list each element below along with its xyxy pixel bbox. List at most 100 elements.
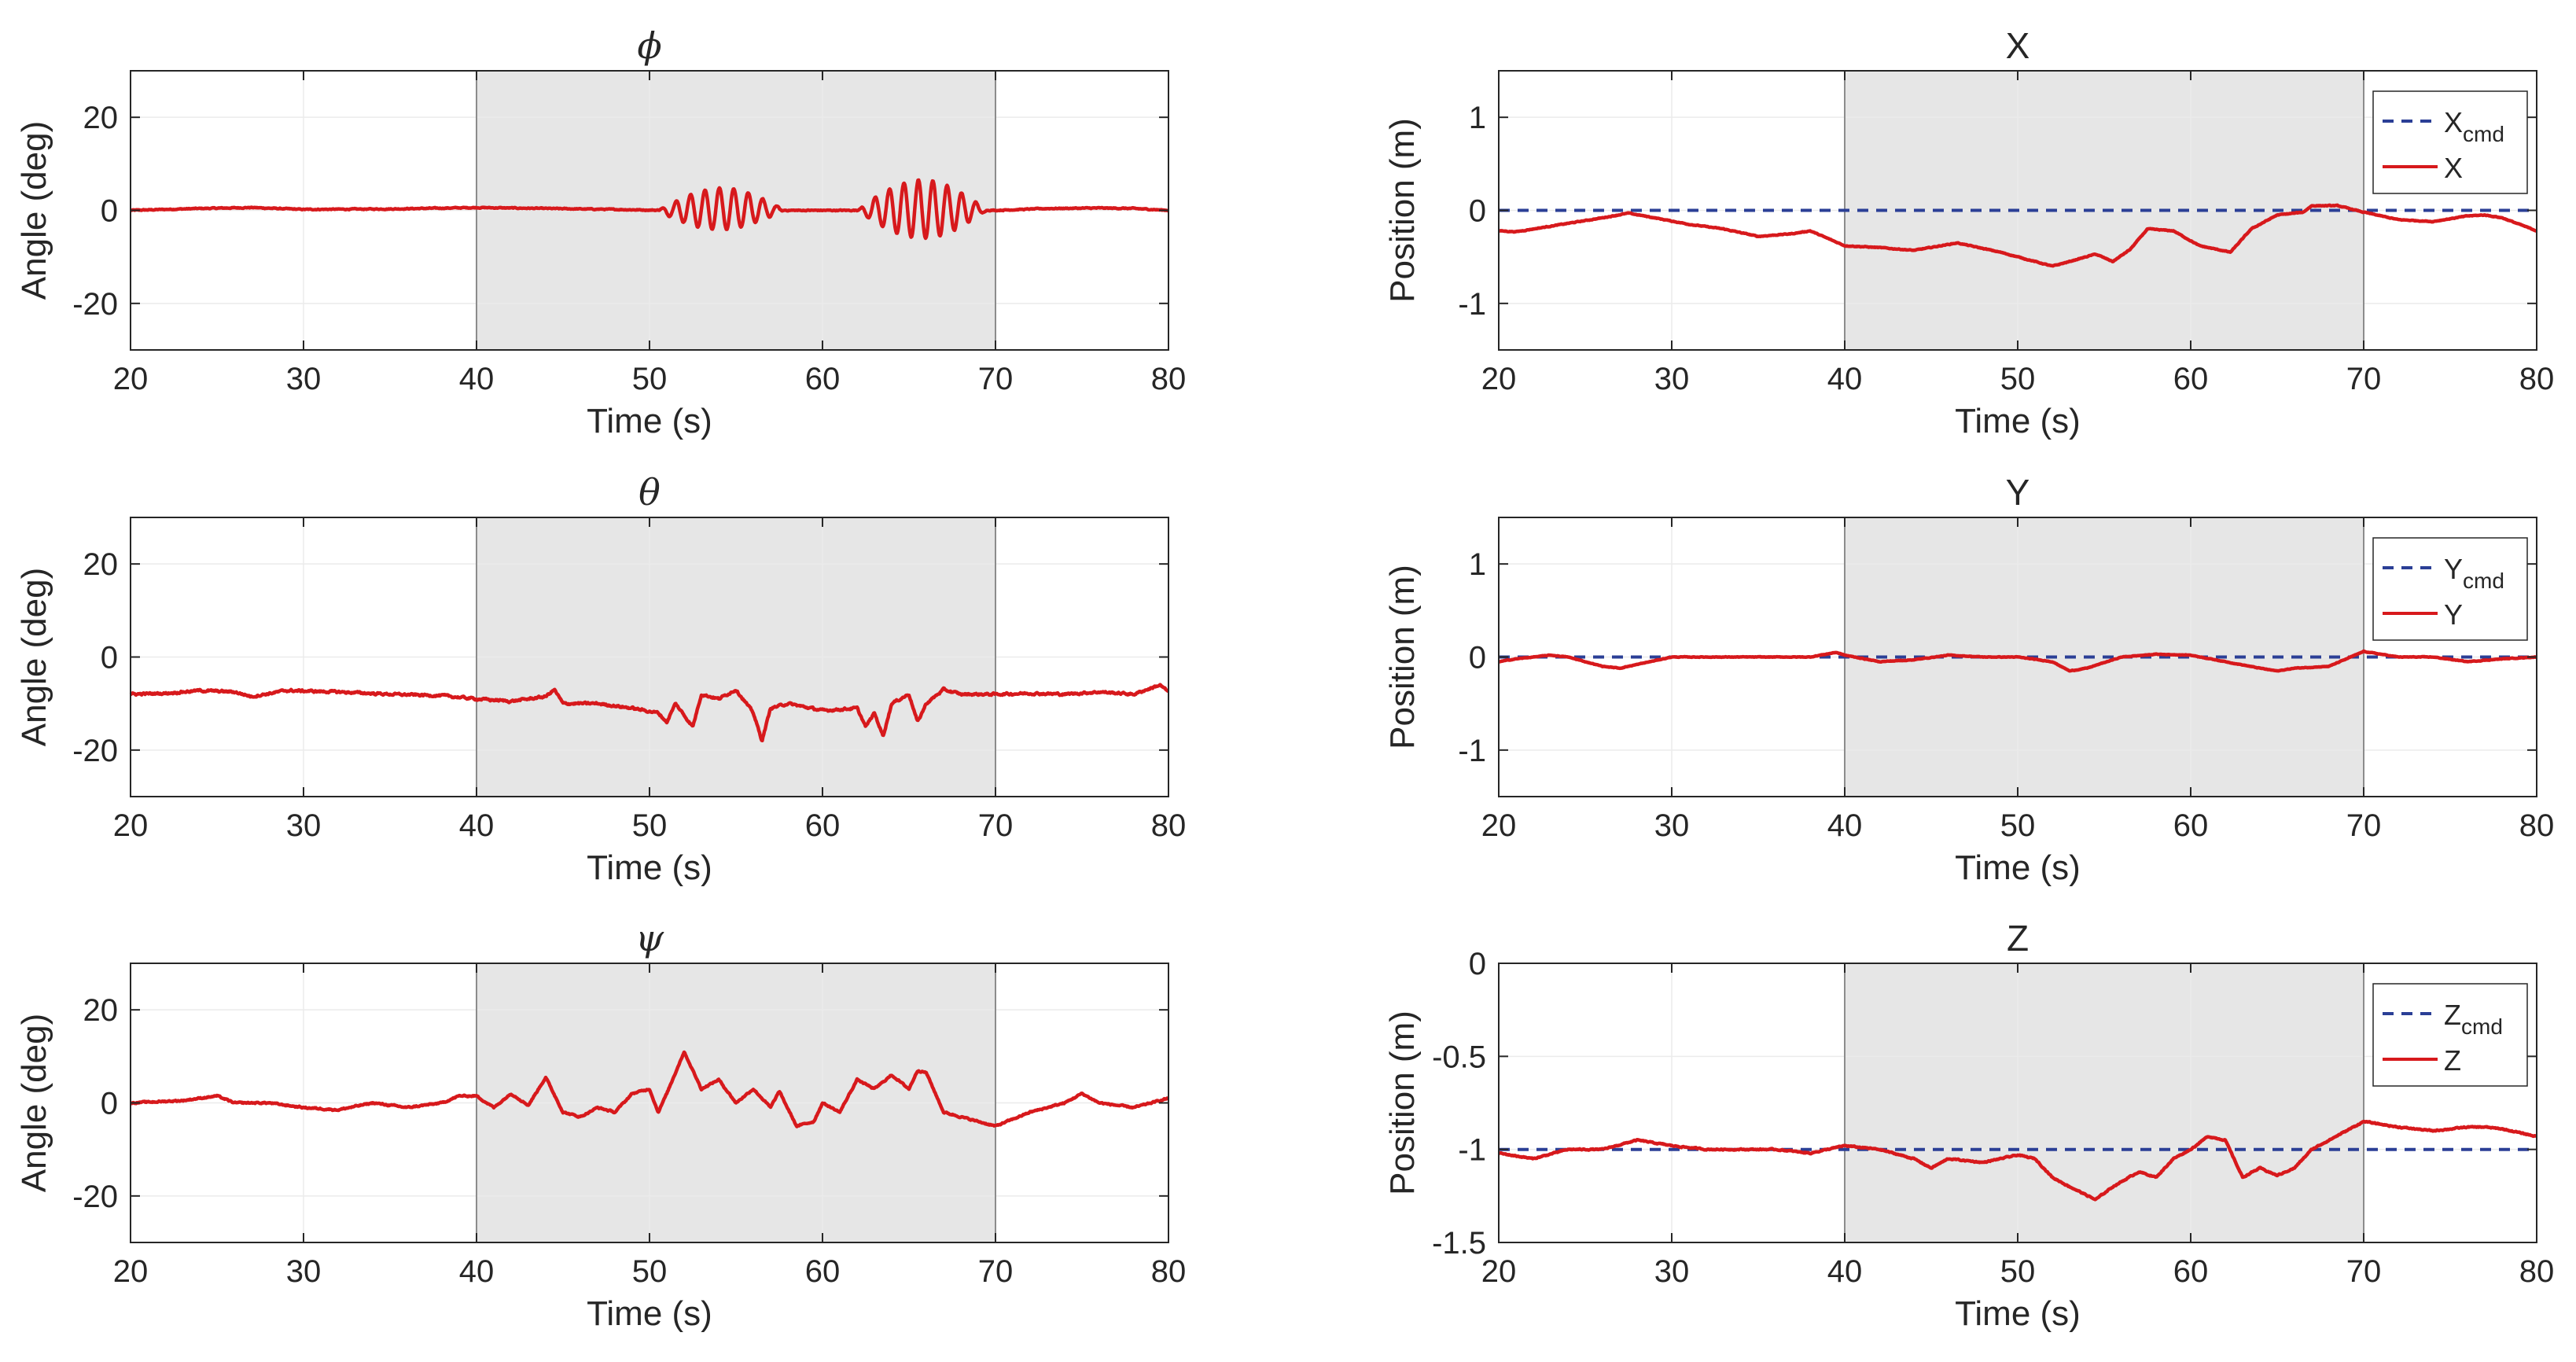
- x-tick-label: 60: [805, 808, 841, 843]
- x-tick-label: 40: [459, 808, 495, 843]
- legend-box: [2372, 983, 2528, 1087]
- x-axis-label: Time (s): [587, 402, 712, 440]
- disturbance-shaded-region: [1845, 963, 2364, 1242]
- x-tick-label: 50: [632, 808, 668, 843]
- x-tick-label: 80: [2519, 362, 2555, 396]
- x-tick-label: 80: [2519, 808, 2555, 843]
- legend-label-subscript: cmd: [2463, 122, 2504, 146]
- x-tick-label: 50: [2000, 808, 2036, 843]
- subplot-title: θ: [638, 471, 661, 514]
- series-line-: [129, 178, 1170, 241]
- x-tick-label: 30: [286, 808, 322, 843]
- series-line-: [129, 1050, 1170, 1128]
- x-tick-label: 70: [978, 808, 1014, 843]
- x-tick-label: 70: [2346, 1254, 2382, 1289]
- y-tick-label: 20: [83, 993, 119, 1028]
- subplot-psi: 20 30 40 50 60 70 80 -20 0 20 Time (s) Angle (deg) ψ: [15, 917, 1186, 1333]
- y-axis-label: Angle (deg): [15, 121, 53, 300]
- y-tick-label: -0.5: [1432, 1040, 1486, 1074]
- x-tick-label: 80: [1151, 808, 1187, 843]
- x-tick-label: 60: [2173, 1254, 2209, 1289]
- x-tick-label: 50: [2000, 1254, 2036, 1289]
- y-tick-label: -1.5: [1432, 1226, 1486, 1261]
- subplot-title: X: [2006, 25, 2030, 66]
- y-tick-label: -20: [72, 1180, 118, 1214]
- legend-label-subscript: cmd: [2463, 569, 2504, 593]
- x-tick-label: 40: [1827, 808, 1863, 843]
- legend-box: [2372, 90, 2528, 194]
- subplot-title: Y: [2006, 472, 2030, 513]
- x-tick-label: 20: [1481, 1254, 1517, 1289]
- x-tick-label: 80: [2519, 1254, 2555, 1289]
- x-tick-label: 80: [1151, 362, 1187, 396]
- y-tick-label: 0: [1469, 194, 1486, 229]
- x-tick-label: 60: [805, 1254, 841, 1289]
- x-axis-label: Time (s): [1955, 1294, 2081, 1333]
- subplot-theta: 20 30 40 50 60 70 80 -20 0 20 Time (s) Angle (deg) θ: [15, 471, 1186, 887]
- x-tick-label: 40: [459, 362, 495, 396]
- subplot-title: ϕ: [637, 24, 661, 67]
- x-tick-label: 60: [2173, 808, 2209, 843]
- y-tick-label: -1: [1458, 1133, 1486, 1168]
- x-axis-label: Time (s): [1955, 402, 2081, 440]
- x-tick-label: 70: [2346, 362, 2382, 396]
- y-tick-label: -20: [72, 734, 118, 768]
- x-tick-label: 20: [113, 362, 149, 396]
- y-tick-label: 1: [1469, 547, 1486, 582]
- y-tick-label: 0: [1469, 641, 1486, 675]
- y-tick-label: 20: [83, 547, 119, 582]
- y-tick-label: 0: [101, 1087, 118, 1121]
- x-tick-label: 50: [632, 1254, 668, 1289]
- x-tick-label: 80: [1151, 1254, 1187, 1289]
- x-tick-label: 30: [1654, 362, 1690, 396]
- series-line-X: [1497, 203, 2538, 268]
- legend-box: [2372, 537, 2528, 641]
- x-axis-label: Time (s): [587, 848, 712, 887]
- y-tick-label: 20: [83, 101, 119, 135]
- y-tick-label: 1: [1469, 101, 1486, 135]
- x-tick-label: 20: [1481, 808, 1517, 843]
- x-tick-label: 20: [1481, 362, 1517, 396]
- x-tick-label: 70: [2346, 808, 2382, 843]
- x-tick-label: 20: [113, 808, 149, 843]
- subplot-title: ψ: [635, 917, 664, 959]
- y-tick-label: -1: [1458, 734, 1486, 768]
- x-tick-label: 70: [978, 1254, 1014, 1289]
- x-tick-label: 30: [1654, 808, 1690, 843]
- x-axis-label: Time (s): [1955, 848, 2081, 887]
- y-tick-label: 0: [101, 194, 118, 229]
- y-tick-label: -1: [1458, 287, 1486, 322]
- series-line-: [129, 683, 1170, 743]
- legend-label-subscript: cmd: [2461, 1014, 2503, 1039]
- y-tick-label: -20: [72, 287, 118, 322]
- x-tick-label: 40: [459, 1254, 495, 1289]
- subplot-grid: 20 30 40 50 60 70 80 -20 0 20 Time (s) Angle (deg) ϕ…: [15, 24, 2554, 1333]
- legend-label-measured: Y: [2444, 598, 2463, 631]
- x-axis-label: Time (s): [587, 1294, 712, 1333]
- x-tick-label: 70: [978, 362, 1014, 396]
- legend-label-measured: Z: [2444, 1044, 2461, 1077]
- subplot-title: Z: [2007, 918, 2029, 959]
- y-axis-label: Position (m): [1383, 1010, 1422, 1195]
- x-tick-label: 50: [2000, 362, 2036, 396]
- y-axis-label: Angle (deg): [15, 1014, 53, 1192]
- y-axis-label: Angle (deg): [15, 568, 53, 746]
- x-tick-label: 30: [1654, 1254, 1690, 1289]
- x-tick-label: 20: [113, 1254, 149, 1289]
- x-tick-label: 40: [1827, 362, 1863, 396]
- x-tick-label: 40: [1827, 1254, 1863, 1289]
- series-line-Z: [1497, 1119, 2538, 1202]
- subplot-Z: 20 30 40 50 60 70 80 -1.5 -1 -0.5 0 Time (s) Positio…: [1383, 918, 2554, 1333]
- subplot-phi: 20 30 40 50 60 70 80 -20 0 20 Time (s) Angle (deg) ϕ: [15, 24, 1186, 440]
- y-tick-label: 0: [1469, 947, 1486, 981]
- x-tick-label: 30: [286, 362, 322, 396]
- x-tick-label: 60: [2173, 362, 2209, 396]
- x-tick-label: 30: [286, 1254, 322, 1289]
- y-axis-label: Position (m): [1383, 565, 1422, 749]
